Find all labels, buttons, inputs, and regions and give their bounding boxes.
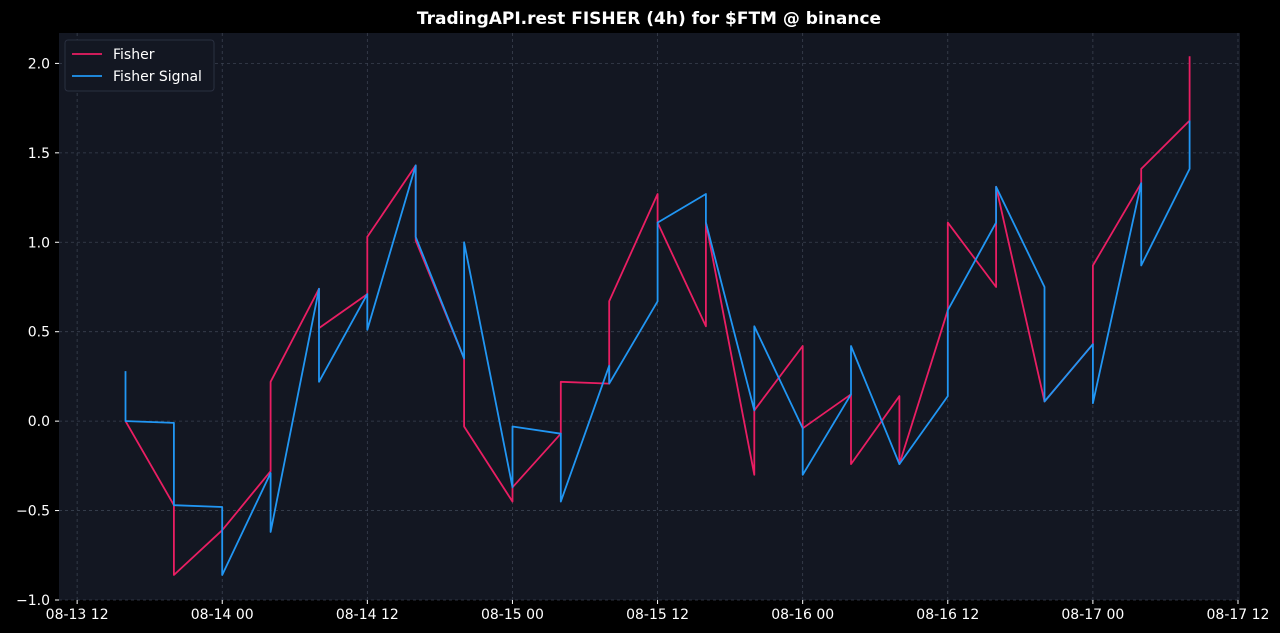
- legend-label-fisher-signal: Fisher Signal: [113, 69, 202, 85]
- chart-title: TradingAPI.rest FISHER (4h) for $FTM @ b…: [417, 9, 881, 29]
- x-tick-label: 08-14 00: [191, 607, 254, 623]
- x-tick-label: 08-15 12: [626, 607, 689, 623]
- x-tick-label: 08-16 00: [771, 607, 834, 623]
- x-tick-label: 08-13 12: [46, 607, 109, 623]
- legend-label-fisher: Fisher: [113, 47, 155, 63]
- x-tick-label: 08-16 12: [916, 607, 979, 623]
- x-tick-label: 08-14 12: [336, 607, 399, 623]
- y-tick-label: 0.5: [28, 325, 50, 341]
- y-tick-label: 2.0: [28, 56, 50, 72]
- y-tick-label: 1.0: [28, 235, 50, 251]
- fisher-signal-line: [124, 120, 1191, 576]
- series-layer: [124, 56, 1191, 576]
- axes: 08-13 12 08-14 00 08-14 12 08-15 00 08-15 12…: [16, 56, 1269, 623]
- x-tick-label: 08-17 00: [1061, 607, 1124, 623]
- y-tick-label: 0.0: [28, 414, 50, 430]
- legend: Fisher Fisher Signal: [64, 39, 215, 92]
- y-tick-label: −0.5: [16, 504, 50, 520]
- legend-box: [64, 39, 215, 92]
- y-tick-label: −1.0: [16, 593, 50, 609]
- x-tick-label: 08-15 00: [481, 607, 544, 623]
- x-tick-label: 08-17 12: [1207, 607, 1270, 623]
- y-tick-label: 1.5: [28, 146, 50, 162]
